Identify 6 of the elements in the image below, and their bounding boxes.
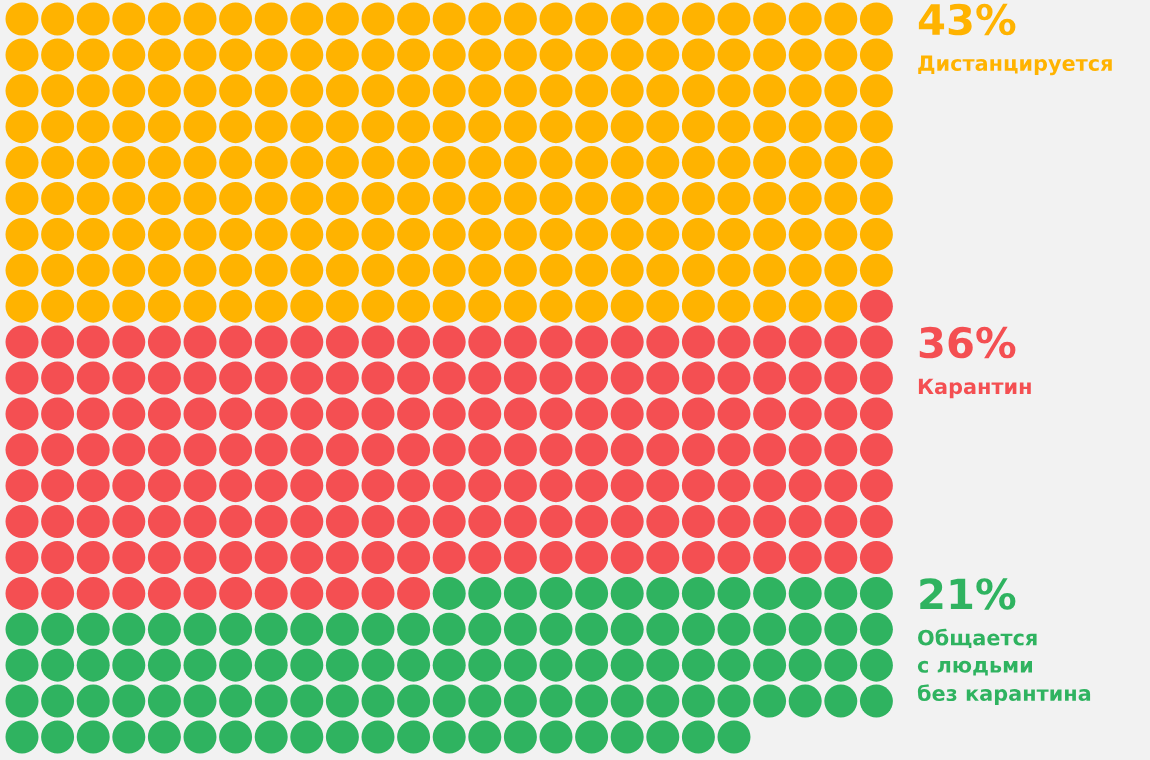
data-label: 21% — [920, 578, 1016, 610]
data-label: 43% — [918, 3, 1016, 36]
category-label: Общается с людьми без карантина — [917, 628, 1091, 706]
category-label: Дистанцируется — [918, 55, 1112, 76]
data-label: 36% — [919, 326, 1016, 359]
category-label: Карантин — [918, 378, 1031, 399]
